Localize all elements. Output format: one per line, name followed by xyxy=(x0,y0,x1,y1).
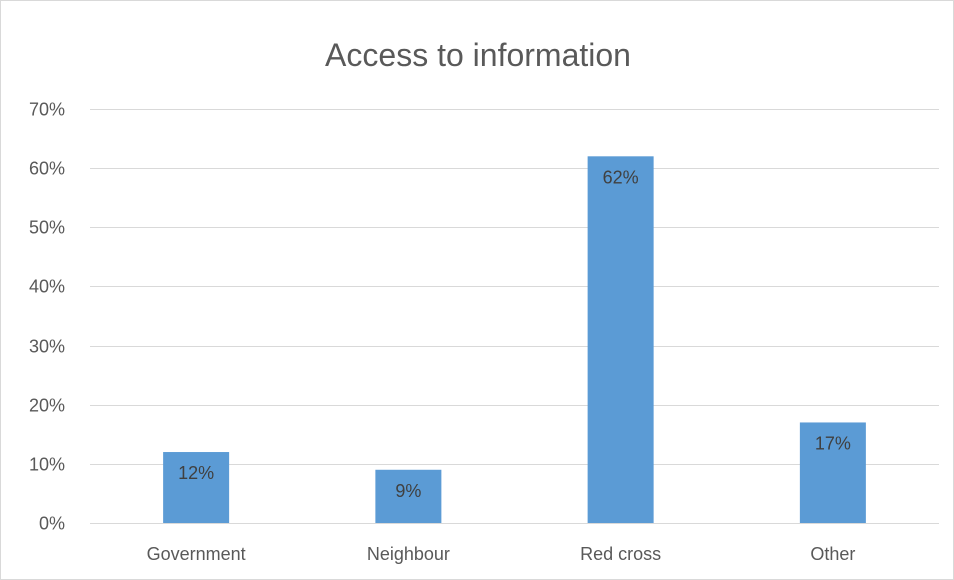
bar xyxy=(587,156,654,524)
data-label: 17% xyxy=(815,433,851,453)
y-tick-label: 70% xyxy=(29,100,65,120)
y-tick-label: 0% xyxy=(39,514,65,534)
bar xyxy=(163,452,230,523)
y-tick-label: 50% xyxy=(29,218,65,238)
y-tick-label: 40% xyxy=(29,277,65,297)
y-tick-label: 30% xyxy=(29,337,65,357)
x-tick-label: Other xyxy=(810,544,855,564)
data-label: 9% xyxy=(395,481,421,501)
y-tick-label: 20% xyxy=(29,396,65,416)
x-tick-label: Red cross xyxy=(580,544,661,564)
bar xyxy=(799,422,866,523)
y-tick-label: 10% xyxy=(29,455,65,475)
data-label: 62% xyxy=(603,167,639,187)
x-tick-label: Government xyxy=(147,544,246,564)
x-tick-label: Neighbour xyxy=(367,544,450,564)
bar xyxy=(375,469,442,523)
chart-title: Access to information xyxy=(325,37,631,73)
y-tick-label: 60% xyxy=(29,159,65,179)
data-label: 12% xyxy=(178,463,214,483)
